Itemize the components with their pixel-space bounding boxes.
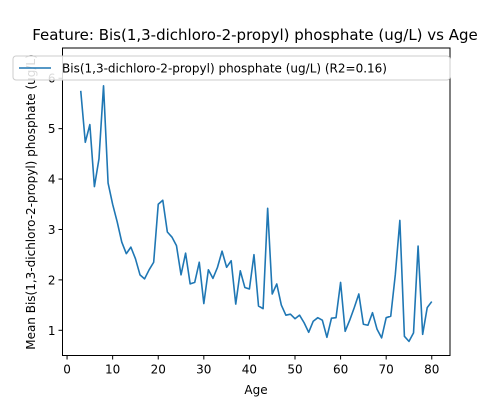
x-tick-label: 0: [63, 363, 71, 377]
x-axis-ticks: 0 10 20 30 40 50 60 70 80: [63, 355, 439, 377]
x-tick-label: 70: [379, 363, 394, 377]
x-tick-label: 40: [242, 363, 257, 377]
x-tick-label: 60: [333, 363, 348, 377]
chart-title: Feature: Bis(1,3-dichloro-2-propyl) phos…: [32, 26, 478, 44]
x-tick-label: 20: [151, 363, 166, 377]
y-axis-ticks: 123456: [48, 72, 63, 338]
y-tick-label: 1: [48, 324, 56, 338]
legend-label: Bis(1,3-dichloro-2-propyl) phosphate (ug…: [62, 62, 387, 76]
x-tick-label: 10: [105, 363, 120, 377]
y-tick-label: 2: [48, 273, 56, 287]
plot-frame: [62, 47, 451, 356]
y-tick-label: 4: [48, 173, 56, 187]
x-tick-label: 80: [424, 363, 439, 377]
x-axis-label: Age: [244, 383, 267, 397]
y-tick-label: 3: [48, 223, 56, 237]
y-axis-label: Mean Bis(1,3-dichloro-2-propyl) phosphat…: [24, 54, 38, 350]
series-line: [79, 85, 433, 343]
x-tick-label: 50: [287, 363, 302, 377]
y-tick-label: 5: [48, 122, 56, 136]
legend: Bis(1,3-dichloro-2-propyl) phosphate (ug…: [12, 55, 451, 81]
legend-box: [12, 55, 451, 81]
x-tick-label: 30: [196, 363, 211, 377]
plot-area: [79, 85, 433, 343]
